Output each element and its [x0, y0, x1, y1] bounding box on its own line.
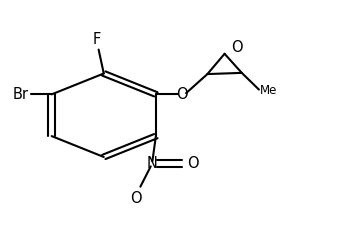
- Text: O: O: [231, 40, 243, 55]
- Text: N: N: [147, 156, 158, 171]
- Text: Me: Me: [260, 84, 277, 97]
- Text: F: F: [93, 32, 101, 47]
- Text: Br: Br: [13, 87, 29, 102]
- Text: O: O: [187, 156, 198, 171]
- Text: O: O: [176, 87, 187, 102]
- Text: O: O: [130, 191, 142, 206]
